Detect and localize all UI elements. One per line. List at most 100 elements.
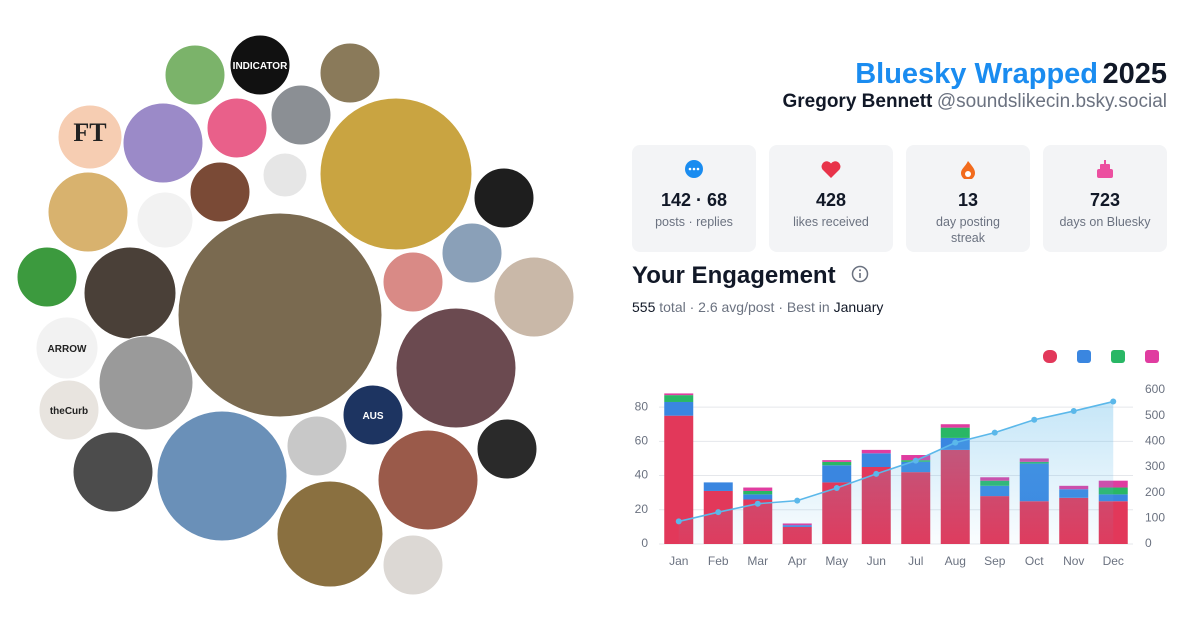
y2-tick-label: 100: [1145, 511, 1165, 525]
avatar[interactable]: [38, 379, 100, 441]
bar-segment: [822, 460, 852, 462]
avatar-cloud: FT ARROW AUS theCurb INDICATOR: [16, 34, 575, 596]
bar-segment: [1019, 458, 1049, 462]
avatar[interactable]: [16, 246, 78, 308]
legend-icon[interactable]: [1043, 350, 1057, 363]
stat-card: 428 likes received: [769, 145, 893, 252]
avatar[interactable]: [382, 534, 444, 596]
bar-segment: [743, 490, 773, 495]
legend-icon[interactable]: [1145, 350, 1159, 363]
bar-segment: [782, 526, 812, 544]
bar-segment: [1019, 501, 1049, 544]
avatar[interactable]: [122, 102, 204, 184]
avatar[interactable]: [382, 251, 444, 313]
title: Bluesky Wrapped: [855, 58, 1099, 90]
avatar[interactable]: [98, 335, 194, 431]
avatar[interactable]: [262, 152, 308, 198]
avatar[interactable]: [473, 167, 535, 229]
avatar[interactable]: [319, 97, 473, 251]
bar-segment: [1019, 461, 1049, 464]
x-tick-label: Nov: [1063, 554, 1084, 568]
stat-label: likes received: [793, 215, 869, 229]
stat-icon: [961, 161, 975, 180]
y-tick-label: 40: [635, 468, 649, 482]
legend-icon[interactable]: [1111, 350, 1125, 363]
legend-icon[interactable]: [1077, 350, 1091, 363]
x-tick-label: Feb: [708, 554, 729, 568]
avatar[interactable]: [270, 84, 332, 146]
bar-segment: [664, 401, 694, 416]
bar-segment: [703, 490, 733, 544]
avatar[interactable]: [319, 42, 381, 104]
stat-card: 142 · 68 posts · replies: [632, 145, 756, 252]
cumulative-line: [678, 400, 1114, 523]
stat-icon: [685, 160, 703, 178]
avatar[interactable]: [83, 246, 177, 340]
y-tick-label: 20: [635, 502, 649, 516]
avatar[interactable]: [35, 316, 99, 380]
avatar[interactable]: [164, 44, 226, 106]
avatar[interactable]: [276, 480, 384, 588]
bar-segment: [703, 482, 733, 491]
bar-segment: [822, 465, 852, 483]
avatar[interactable]: [441, 222, 503, 284]
stat-value: 723: [1089, 190, 1121, 210]
avatar[interactable]: [47, 171, 129, 253]
user-handle[interactable]: @soundslikecin.bsky.social: [936, 91, 1167, 112]
bar-segment: [782, 525, 812, 527]
stat-value: 428: [815, 190, 847, 210]
avatar[interactable]: [177, 212, 383, 418]
bar-segment: [861, 467, 891, 544]
avatar[interactable]: [72, 431, 154, 513]
year: 2025: [1102, 58, 1167, 90]
x-tick-label: Jul: [908, 554, 923, 568]
x-tick-label: Oct: [1025, 554, 1044, 568]
avatar[interactable]: [342, 384, 404, 446]
avatar[interactable]: [189, 161, 251, 223]
header: Bluesky Wrapped 2025 Gregory Bennett @so…: [782, 58, 1167, 113]
bar-segment: [1059, 485, 1089, 490]
avatar[interactable]: [136, 191, 194, 249]
summary-part: total ·: [659, 299, 695, 315]
stat-card: 13 day posting streak: [906, 145, 1030, 252]
avatar[interactable]: [57, 104, 123, 170]
line-point: [715, 509, 722, 516]
bar-segment: [940, 427, 970, 438]
line-point: [833, 485, 840, 492]
user-name: Gregory Bennett: [782, 91, 933, 112]
avatar-label: INDICATOR: [233, 61, 288, 72]
line-point: [1070, 408, 1077, 415]
summary-part: Best in: [786, 299, 830, 315]
avatar[interactable]: [229, 34, 291, 96]
avatar-label: theCurb: [50, 406, 88, 417]
avatar-label: ARROW: [48, 344, 87, 355]
bar-segment: [1059, 489, 1089, 498]
bar-segment: [664, 393, 694, 396]
bar-segment: [980, 485, 1010, 497]
line-point: [675, 518, 682, 525]
y2-tick-label: 300: [1145, 459, 1165, 473]
stat-value: 142 · 68: [660, 190, 728, 210]
avatar[interactable]: [395, 307, 517, 429]
avatar-label: FT: [73, 118, 106, 147]
stat-label: days on Bluesky: [1059, 215, 1151, 229]
avatar[interactable]: [493, 256, 575, 338]
info-icon[interactable]: [850, 264, 870, 284]
avatar[interactable]: [476, 418, 538, 480]
bar-segment: [664, 415, 694, 544]
bar-segment: [1098, 501, 1128, 544]
y2-tick-label: 0: [1145, 536, 1152, 550]
bar-segment: [861, 449, 891, 454]
avatar[interactable]: [206, 97, 268, 159]
y-tick-label: 60: [635, 434, 649, 448]
line-point: [952, 439, 959, 446]
x-tick-label: Mar: [747, 554, 768, 568]
summary-part: 2.6 avg/post ·: [698, 299, 783, 315]
bar-segment: [901, 455, 931, 461]
avatar[interactable]: [156, 410, 288, 542]
avatar[interactable]: [377, 429, 479, 531]
stat-icon: [1097, 160, 1113, 178]
bar-segment: [980, 480, 1010, 486]
summary-part: January: [833, 299, 884, 315]
avatar[interactable]: [286, 415, 348, 477]
